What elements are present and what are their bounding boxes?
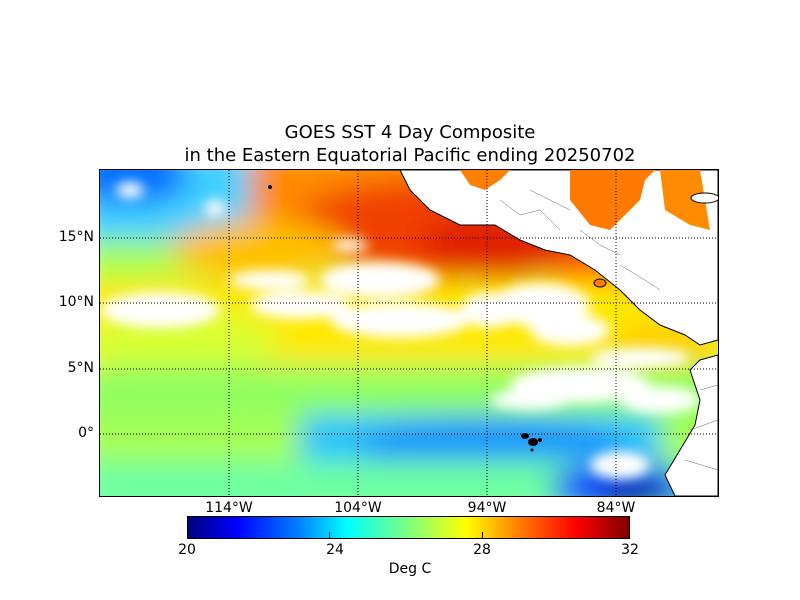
lat-label-0: 0° <box>78 425 94 441</box>
colorbar-tick-28: 28 <box>473 542 491 558</box>
colorbar-tick-20: 20 <box>178 542 196 558</box>
lon-label-114w: 114°W <box>205 500 253 516</box>
sst-map <box>99 169 719 497</box>
cloud-mask <box>100 182 700 479</box>
colorbar-tick-24: 24 <box>326 542 344 558</box>
lon-label-94w: 94°W <box>467 500 507 516</box>
lat-label-5n: 5°N <box>67 360 94 376</box>
colorbar <box>187 516 630 539</box>
colorbar-tickmark <box>482 532 483 538</box>
sst-map-canvas <box>100 170 718 496</box>
colorbar-unit-label: Deg C <box>388 561 432 577</box>
lon-label-84w: 84°W <box>596 500 636 516</box>
map-title-line2: in the Eastern Equatorial Pacific ending… <box>184 145 636 166</box>
land-mass <box>268 170 718 496</box>
colorbar-tickmark <box>329 532 330 538</box>
lon-label-104w: 104°W <box>334 500 382 516</box>
lat-label-15n: 15°N <box>58 229 94 245</box>
lat-label-10n: 10°N <box>58 294 94 310</box>
graticule <box>100 170 718 496</box>
map-title-line1: GOES SST 4 Day Composite <box>284 122 536 143</box>
colorbar-tick-32: 32 <box>621 542 639 558</box>
